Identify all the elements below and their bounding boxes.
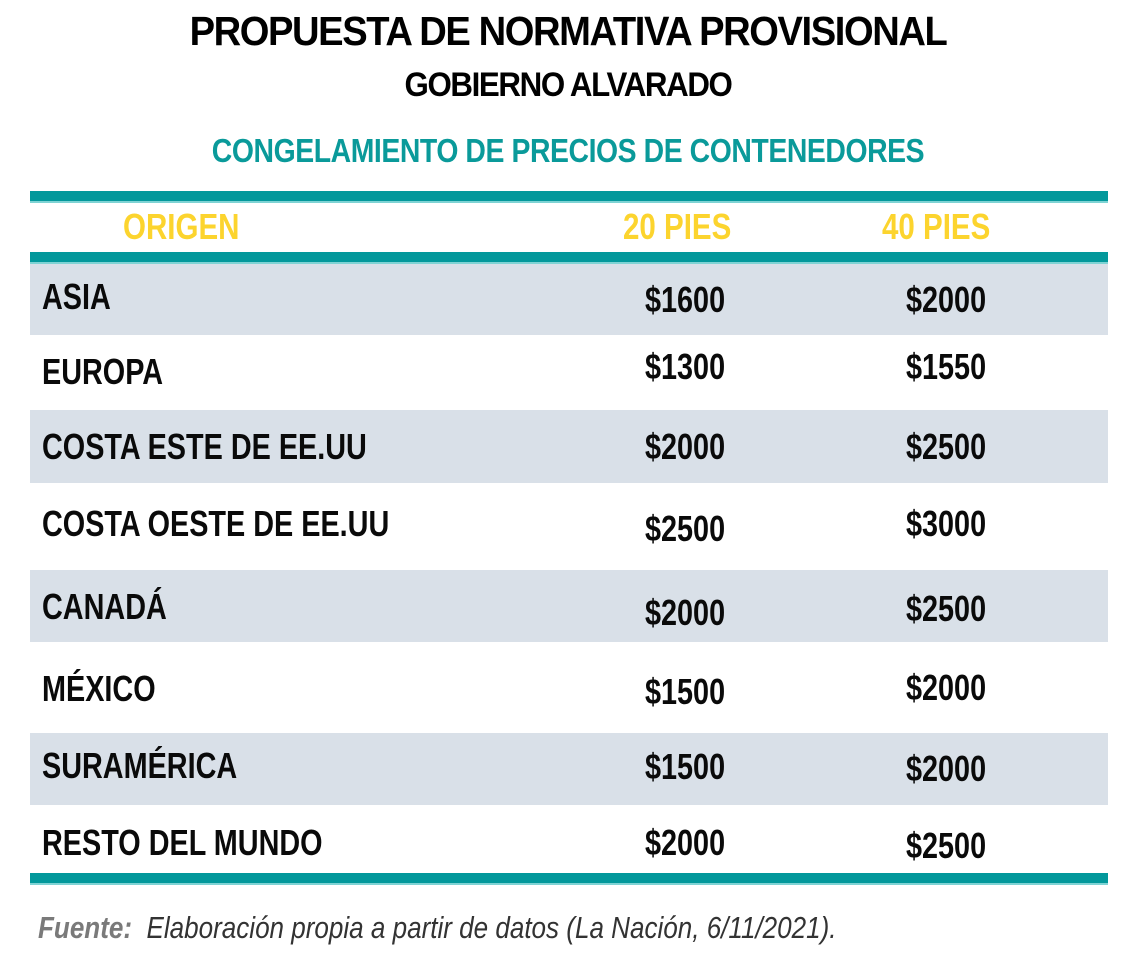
column-header-20-pies: 20 PIES [623,206,732,247]
price-40-cell: $2000 [906,279,987,320]
page-title: PROPUESTA DE NORMATIVA PROVISIONAL [189,8,948,54]
top-divider [30,191,1108,203]
origin-cell: EUROPA [42,351,164,392]
table-row: COSTA ESTE DE EE.UU $2000 $2500 [30,410,1108,483]
table-row: ASIA $1600 $2000 [30,264,1108,335]
table-header: ORIGEN 20 PIES 40 PIES [30,204,1108,252]
page-subtitle: GOBIERNO ALVARADO [404,66,732,104]
origin-cell: MÉXICO [42,668,156,709]
origin-cell: COSTA OESTE DE EE.UU [42,503,390,544]
table-row: RESTO DEL MUNDO $2000 $2500 [30,805,1108,873]
origin-cell: RESTO DEL MUNDO [42,822,323,863]
table-row: CANADÁ $2000 $2500 [30,570,1108,642]
source-label: Fuente: [38,910,133,945]
price-20-cell: $1500 [645,746,726,787]
price-40-cell: $2500 [906,825,987,866]
origin-cell: SURAMÉRICA [42,745,238,786]
table-row: EUROPA $1300 $1550 [30,335,1108,410]
price-40-cell: $1550 [906,346,987,387]
origin-cell: CANADÁ [42,586,167,627]
column-header-origin: ORIGEN [123,206,240,247]
price-20-cell: $2000 [645,822,726,863]
price-20-cell: $2000 [645,426,726,467]
price-40-cell: $2000 [906,748,987,789]
price-20-cell: $2000 [645,592,726,633]
price-20-cell: $1500 [645,671,726,712]
table-row: SURAMÉRICA $1500 $2000 [30,733,1108,805]
source-text: Elaboración propia a partir de datos (La… [146,910,837,945]
price-40-cell: $2000 [906,667,987,708]
column-header-40-pies: 40 PIES [882,206,991,247]
bottom-divider [30,873,1108,885]
section-title: CONGELAMIENTO DE PRECIOS DE CONTENEDORES [211,132,925,169]
price-20-cell: $1600 [645,279,726,320]
source-note: Fuente: Elaboración propia a partir de d… [38,910,837,946]
origin-cell: ASIA [42,276,111,317]
table-row: MÉXICO $1500 $2000 [30,642,1108,733]
price-40-cell: $2500 [906,426,987,467]
price-40-cell: $2500 [906,588,987,629]
header-divider [30,252,1108,264]
price-40-cell: $3000 [906,503,987,544]
table-row: COSTA OESTE DE EE.UU $2500 $3000 [30,483,1108,570]
origin-cell: COSTA ESTE DE EE.UU [42,426,367,467]
price-20-cell: $2500 [645,508,726,549]
price-20-cell: $1300 [645,346,726,387]
